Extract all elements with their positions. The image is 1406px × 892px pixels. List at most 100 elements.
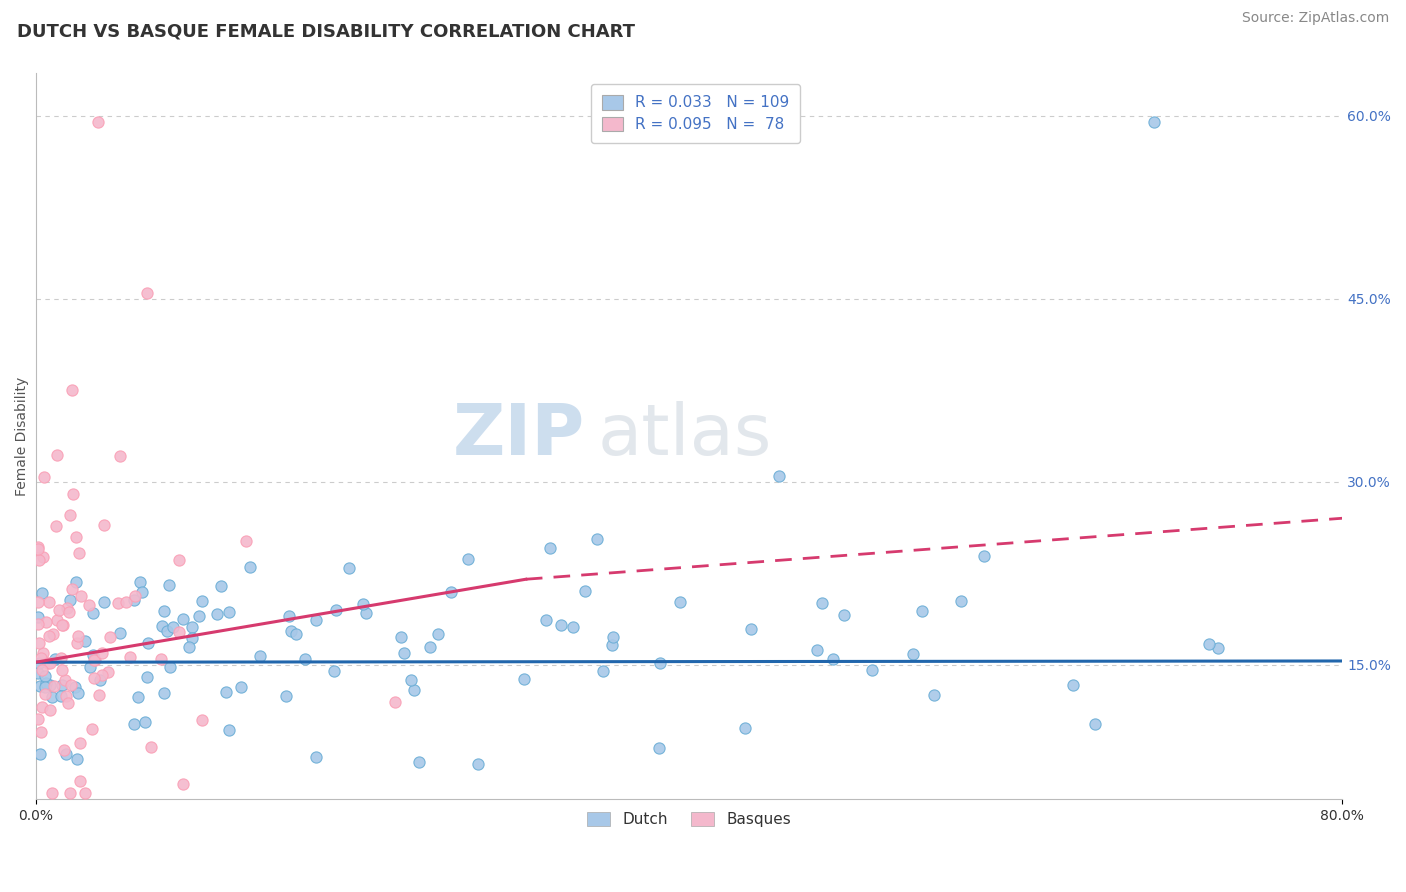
Point [27, 540, 49, 554]
Point [150, 652, 173, 666]
Text: ZIP: ZIP [453, 401, 585, 470]
Point [110, 625, 132, 640]
Point [384, 695, 406, 709]
Point [285, 627, 308, 641]
Point [48, 603, 70, 617]
Point [51, 618, 73, 632]
Point [1206, 641, 1229, 656]
Point [274, 689, 297, 703]
Point [38, 629, 60, 643]
Point [38, 595, 60, 609]
Point [586, 532, 609, 546]
Point [215, 684, 238, 698]
Point [457, 552, 479, 566]
Point [42, 626, 65, 640]
Point [59, 786, 82, 800]
Point [337, 561, 360, 575]
Point [513, 672, 536, 686]
Point [419, 640, 441, 655]
Point [131, 584, 153, 599]
Point [440, 584, 463, 599]
Point [34, 680, 56, 694]
Point [58, 606, 80, 620]
Point [172, 777, 194, 791]
Point [98, 630, 121, 644]
Point [66, 629, 89, 643]
Point [740, 623, 762, 637]
Point [668, 594, 690, 608]
Point [768, 468, 790, 483]
Point [35, 615, 58, 630]
Point [60, 678, 83, 692]
Point [153, 686, 176, 700]
Point [108, 449, 131, 463]
Point [82, 606, 104, 620]
Point [181, 631, 204, 645]
Point [93, 595, 115, 609]
Point [156, 624, 179, 638]
Point [190, 594, 212, 608]
Point [235, 533, 257, 548]
Point [239, 559, 262, 574]
Point [172, 612, 194, 626]
Point [69, 774, 91, 789]
Point [305, 613, 328, 627]
Point [42, 680, 65, 694]
Point [45, 448, 67, 462]
Point [304, 750, 326, 764]
Point [911, 604, 934, 618]
Legend: Dutch, Basques: Dutch, Basques [579, 805, 799, 835]
Point [408, 755, 430, 769]
Point [37, 657, 59, 671]
Point [467, 757, 489, 772]
Point [69, 736, 91, 750]
Point [30, 651, 52, 665]
Point [218, 606, 240, 620]
Point [354, 607, 377, 621]
Point [325, 603, 347, 617]
Point [32, 470, 55, 484]
Point [87, 115, 110, 129]
Point [28, 553, 51, 567]
Point [27, 610, 49, 624]
Point [129, 574, 152, 589]
Point [426, 627, 449, 641]
Point [97, 665, 120, 679]
Point [27, 656, 49, 670]
Point [167, 552, 190, 566]
Point [832, 607, 855, 622]
Point [39, 703, 62, 717]
Point [27, 542, 49, 557]
Point [249, 649, 271, 664]
Point [135, 670, 157, 684]
Text: DUTCH VS BASQUE FEMALE DISABILITY CORRELATION CHART: DUTCH VS BASQUE FEMALE DISABILITY CORREL… [17, 22, 636, 40]
Point [75, 634, 97, 648]
Point [30, 747, 52, 762]
Point [600, 638, 623, 652]
Point [190, 713, 212, 727]
Point [118, 650, 141, 665]
Point [59, 508, 82, 522]
Point [28, 636, 51, 650]
Point [1084, 717, 1107, 731]
Point [60, 383, 83, 397]
Point [53, 742, 76, 756]
Point [60, 582, 83, 596]
Point [62, 487, 84, 501]
Text: atlas: atlas [598, 401, 772, 470]
Point [27, 595, 49, 609]
Text: Source: ZipAtlas.com: Source: ZipAtlas.com [1241, 11, 1389, 25]
Point [399, 673, 422, 687]
Point [153, 604, 176, 618]
Point [162, 619, 184, 633]
Point [924, 688, 946, 702]
Point [90, 668, 112, 682]
Point [56, 697, 79, 711]
Point [90, 646, 112, 660]
Point [87, 688, 110, 702]
Point [66, 686, 89, 700]
Point [83, 653, 105, 667]
Point [648, 656, 671, 670]
Point [136, 285, 159, 300]
Point [648, 740, 671, 755]
